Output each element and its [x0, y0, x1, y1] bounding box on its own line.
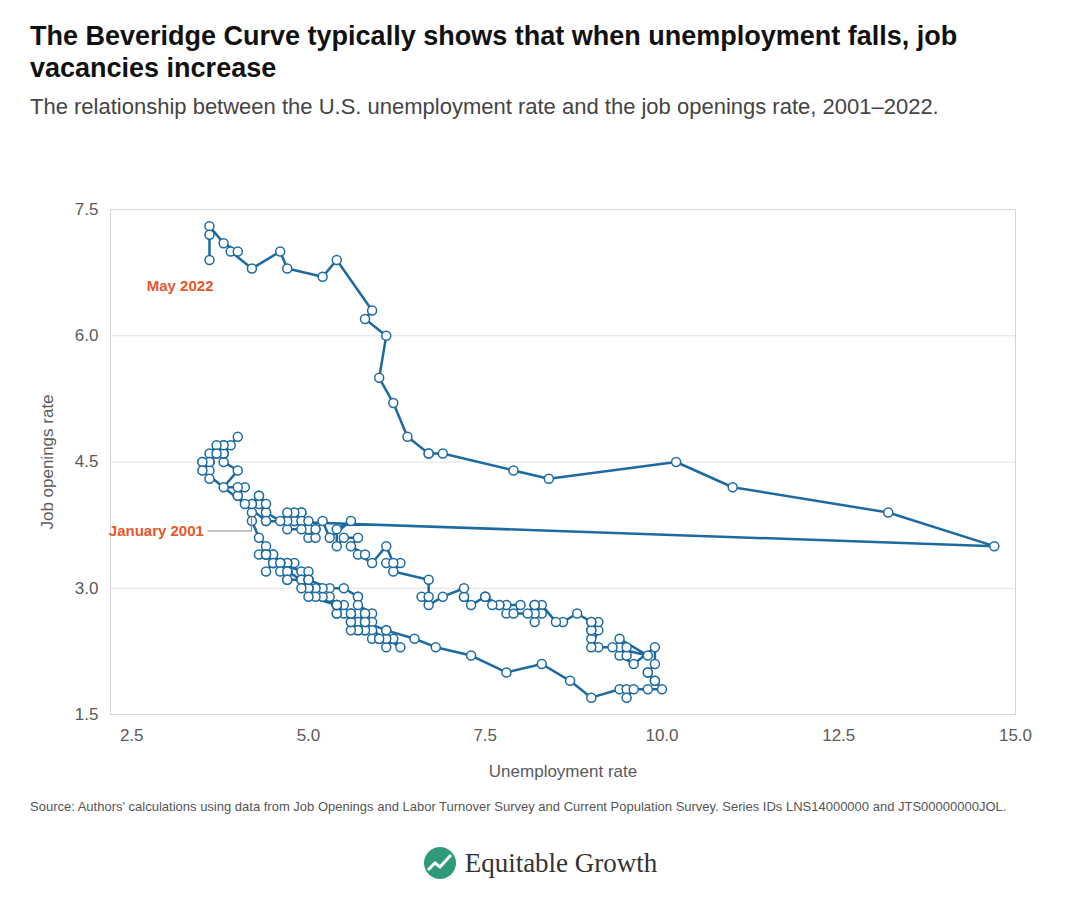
html-text:The relationship between the U: The relationship between the U.S. unempl… — [30, 94, 939, 119]
svg-text:7.5: 7.5 — [75, 200, 99, 219]
svg-text:5.0: 5.0 — [297, 726, 321, 745]
svg-text:May 2022: May 2022 — [147, 277, 214, 294]
svg-text:1.5: 1.5 — [75, 705, 99, 724]
html-text:Equitable Growth: Equitable Growth — [464, 847, 658, 878]
svg-text:7.5: 7.5 — [473, 726, 497, 745]
svg-text:January 2001: January 2001 — [109, 522, 204, 539]
svg-text:15.0: 15.0 — [999, 726, 1032, 745]
svg-text:3.0: 3.0 — [75, 579, 99, 598]
html-text:Source: Authors' calculations: Source: Authors' calculations using data… — [30, 799, 1007, 814]
svg-text:2.5: 2.5 — [120, 726, 144, 745]
svg-text:12.5: 12.5 — [822, 726, 855, 745]
svg-text:Job openings rate: Job openings rate — [38, 394, 57, 529]
svg-text:6.0: 6.0 — [75, 326, 99, 345]
svg-text:4.5: 4.5 — [75, 452, 99, 471]
html-text:The Beveridge Curve typically: The Beveridge Curve typically shows that… — [30, 21, 958, 83]
svg-text:Unemployment rate: Unemployment rate — [489, 762, 637, 781]
svg-text:10.0: 10.0 — [645, 726, 678, 745]
